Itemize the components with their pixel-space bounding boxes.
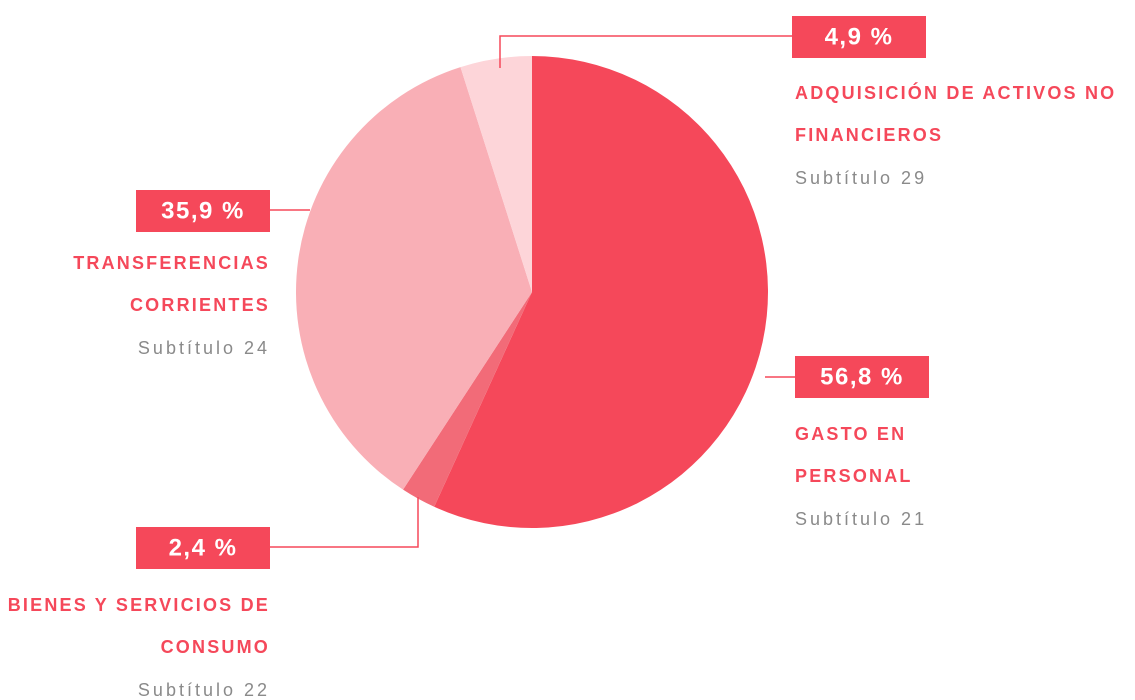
value-label: 35,9 % <box>161 197 245 224</box>
slice-label: GASTO EN PERSONAL Subtítulo 21 <box>795 413 940 541</box>
slice-label: TRANSFERENCIAS CORRIENTES Subtítulo 24 <box>30 242 270 370</box>
pie-slice <box>295 67 532 490</box>
value-label-box <box>792 16 926 58</box>
slice-label: ADQUISICIÓN DE ACTIVOS NO FINANCIEROS Sub… <box>795 72 1135 200</box>
value-label-box <box>795 356 929 398</box>
value-label-box <box>136 527 270 569</box>
subtitle-label: Subtítulo 29 <box>795 168 928 188</box>
pie-slice <box>434 56 769 528</box>
category-label: GASTO EN PERSONAL <box>795 424 913 486</box>
subtitle-label: Subtítulo 24 <box>137 338 270 358</box>
value-label-box <box>136 190 270 232</box>
subtitle-label: Subtítulo 21 <box>795 509 928 529</box>
leader-line <box>270 497 419 548</box>
subtitle-label: Subtítulo 22 <box>137 680 270 700</box>
category-label: BIENES Y SERVICIOS DE CONSUMO <box>7 595 270 657</box>
category-label: ADQUISICIÓN DE ACTIVOS NO FINANCIEROS <box>795 83 1117 145</box>
value-label: 4,9 % <box>825 23 894 50</box>
leader-line <box>499 35 792 68</box>
pie-slice <box>403 292 532 507</box>
value-label: 2,4 % <box>169 534 238 561</box>
slice-label: BIENES Y SERVICIOS DE CONSUMO Subtítulo 2… <box>0 584 270 700</box>
category-label: TRANSFERENCIAS CORRIENTES <box>73 253 270 315</box>
pie-slice <box>460 56 532 292</box>
value-label: 56,8 % <box>820 363 904 390</box>
